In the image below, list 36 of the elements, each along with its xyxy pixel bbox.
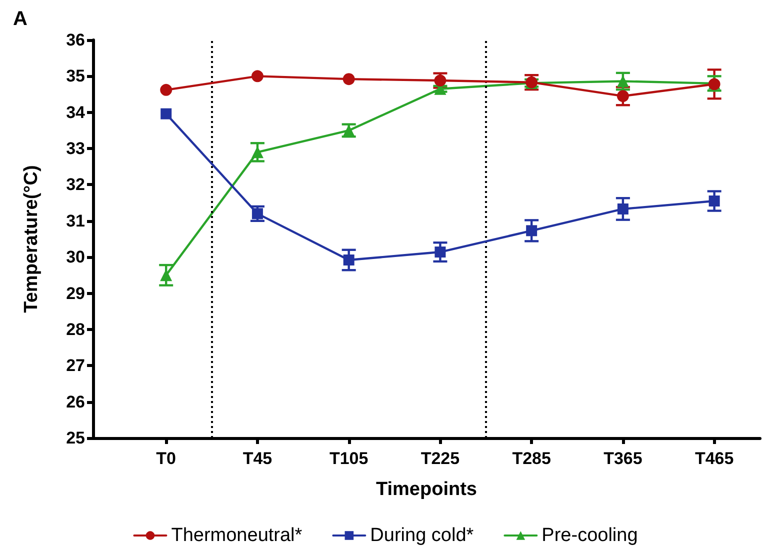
chart-title: A <box>13 8 28 30</box>
y-tick-label: 35 <box>66 66 85 86</box>
y-tick-label: 29 <box>66 284 85 303</box>
point <box>708 196 720 207</box>
x-tick-label: T45 <box>242 449 272 468</box>
x-tick-label: T465 <box>694 449 734 468</box>
point <box>343 254 354 266</box>
point <box>617 203 628 214</box>
point <box>526 225 538 236</box>
y-tick-label: 26 <box>66 392 85 412</box>
x-tick-label: T285 <box>512 449 551 468</box>
legend-label: During cold* <box>370 525 474 546</box>
y-tick-label: 27 <box>66 356 85 376</box>
point <box>434 246 446 258</box>
y-tick-label: 28 <box>66 320 85 339</box>
y-tick-label: 31 <box>66 211 85 230</box>
y-tick-label: 33 <box>66 139 85 158</box>
x-axis-title: Timepoints <box>376 479 477 500</box>
legend-label: Thermoneutral* <box>171 525 303 546</box>
y-tick-label: 36 <box>66 30 85 50</box>
y-tick-label: 34 <box>66 102 86 122</box>
point <box>616 90 629 102</box>
x-tick-label: T365 <box>604 449 642 468</box>
x-tick-label: T0 <box>156 449 176 468</box>
y-axis-title: Temperature(°C) <box>21 165 42 313</box>
x-tick-label: T105 <box>329 449 368 468</box>
point <box>160 84 172 96</box>
y-tick-label: 30 <box>66 248 85 267</box>
y-tick-label: 32 <box>66 175 85 194</box>
point <box>251 70 264 82</box>
point <box>252 208 263 220</box>
point <box>342 73 355 86</box>
x-tick-label: T225 <box>420 449 460 468</box>
point <box>160 108 172 120</box>
y-tick-label: 25 <box>66 428 85 448</box>
legend-label: Pre-cooling <box>542 525 638 546</box>
